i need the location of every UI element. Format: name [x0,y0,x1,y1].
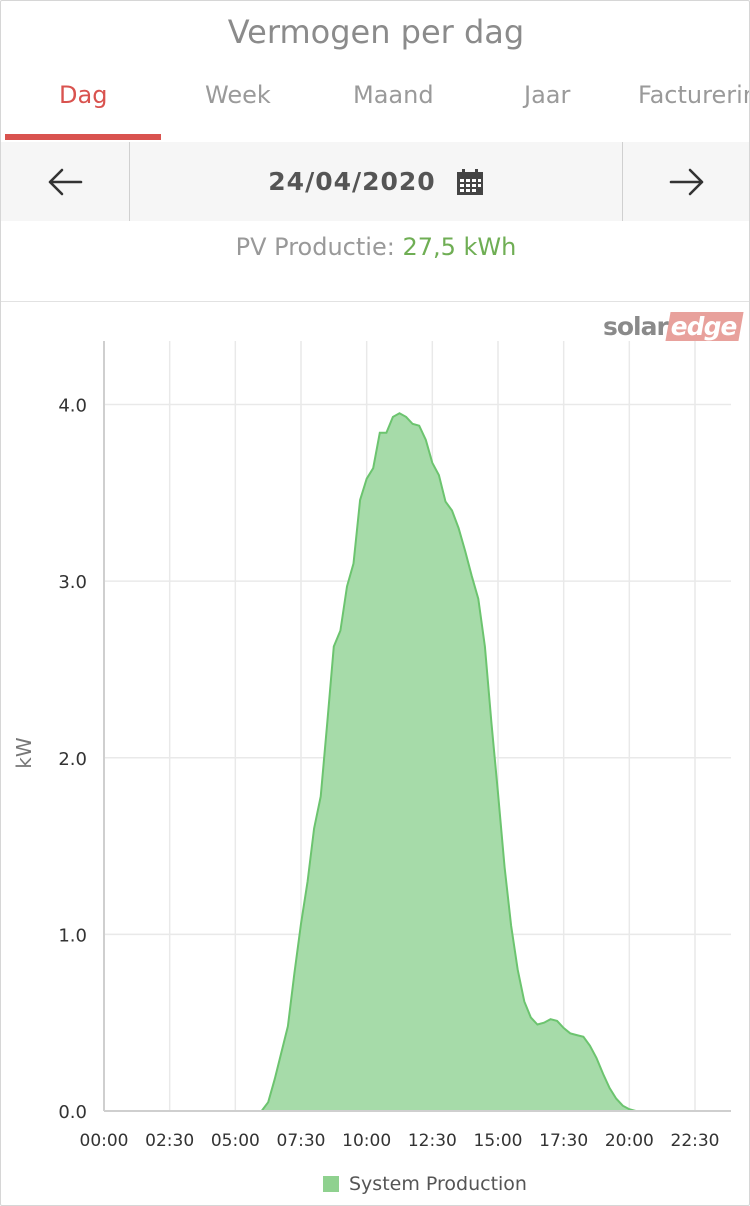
tab-facturering[interactable]: Facturerin [638,81,750,109]
y-tick-label: 2.0 [58,749,87,770]
calendar-icon[interactable] [456,168,484,196]
x-tick-label: 12:30 [408,1131,457,1151]
x-tick-label: 22:30 [671,1131,720,1151]
page-title: Vermogen per dag [227,13,525,51]
x-tick-label: 00:00 [80,1131,129,1151]
x-tick-label: 07:30 [277,1131,326,1151]
date-navigator: 24/04/2020 [1,142,749,221]
arrow-left-icon [48,168,83,195]
y-axis-title: kW [12,737,36,769]
solaredge-logo: solar edge [603,311,744,341]
production-line [104,412,728,1112]
production-chart: 0.0 1.0 2.0 3.0 4.0 00:00 02:30 05:00 07:30 10:00… [12,341,731,1151]
tab-dag[interactable]: Dag [59,81,108,109]
y-tick-label: 0.0 [58,1102,87,1123]
summary-label: PV Productie: [235,233,395,261]
x-tick-label: 17:30 [539,1131,588,1151]
date-picker[interactable]: 24/04/2020 [131,142,621,221]
x-tick-label: 10:00 [342,1131,391,1151]
next-day-button[interactable] [622,142,749,221]
arrow-right-icon [669,168,704,195]
x-tick-label: 02:30 [145,1131,194,1151]
tab-week[interactable]: Week [205,81,271,109]
legend-swatch [323,1176,339,1192]
x-tick-label: 05:00 [211,1131,260,1151]
pv-production-summary: PV Productie: 27,5 kWh [1,233,749,261]
tab-maand[interactable]: Maand [353,81,434,109]
x-tick-label: 20:00 [605,1131,654,1151]
tab-jaar[interactable]: Jaar [524,81,571,109]
summary-value: 27,5 kWh [402,233,517,261]
y-tick-label: 3.0 [58,572,87,593]
period-tabs: Dag Week Maand Jaar Facturerin [1,71,750,141]
selected-date: 24/04/2020 [268,167,436,196]
section-divider [1,301,749,302]
previous-day-button[interactable] [1,142,130,221]
chart-legend[interactable]: System Production [323,1173,527,1195]
legend-label: System Production [349,1173,527,1195]
y-tick-label: 1.0 [58,925,87,946]
production-area [104,413,728,1111]
logo-text-solar: solar [603,311,669,341]
y-tick-label: 4.0 [58,396,87,417]
x-tick-label: 15:00 [474,1131,523,1151]
active-tab-indicator [5,134,161,140]
